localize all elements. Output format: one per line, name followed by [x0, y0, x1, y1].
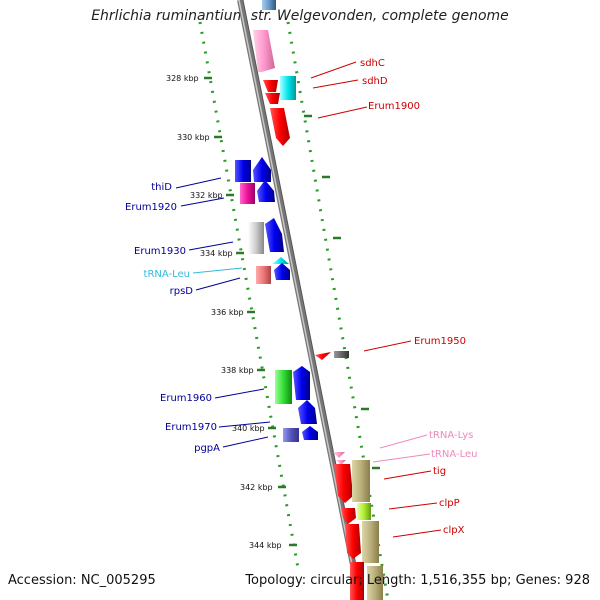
gene-label-sdhd[interactable]: sdhD — [362, 76, 388, 87]
feature-rpsd-a — [256, 266, 271, 284]
feature-trna-leu — [272, 257, 289, 264]
gene-label-trna-lys[interactable]: tRNA-Lys — [429, 430, 473, 441]
feature-bottom-red — [350, 562, 364, 600]
gene-label-clpp[interactable]: clpP — [439, 498, 460, 509]
gene-label-erum1960[interactable]: Erum1960 — [160, 393, 212, 404]
feature-erum1930-a — [248, 222, 264, 254]
feature-bottom-olive — [367, 566, 383, 600]
feature-pgpa-a — [283, 428, 299, 442]
scale-label-328: 328 kbp — [166, 74, 199, 83]
feature-erum1920-b — [257, 180, 275, 202]
gene-label-sdhc[interactable]: sdhC — [360, 58, 385, 69]
feature-tig — [334, 464, 353, 503]
leader-lines — [175, 61, 442, 538]
feature-erum1930-b — [265, 218, 284, 252]
scale-label-340: 340 kbp — [232, 424, 265, 433]
feature-top-steel — [262, 0, 276, 10]
feature-sdhd — [265, 93, 280, 104]
scale-label-330: 330 kbp — [177, 133, 210, 142]
scale-label-344: 344 kbp — [249, 541, 282, 550]
feature-trna-lys — [333, 452, 345, 458]
scale-ticks — [204, 76, 297, 547]
accession-label: Accession: NC_005295 — [8, 573, 156, 588]
feature-olive-1 — [352, 460, 370, 502]
scale-label-342: 342 kbp — [240, 483, 273, 492]
feature-erum1950-b — [334, 351, 349, 358]
gene-label-erum1920[interactable]: Erum1920 — [125, 202, 177, 213]
gene-features[interactable] — [235, 0, 383, 600]
gene-label-erum1930[interactable]: Erum1930 — [134, 246, 186, 257]
gene-label-pgpa[interactable]: pgpA — [194, 443, 220, 454]
map-title: Ehrlichia ruminantium str. Welgevonden, … — [91, 8, 509, 24]
feature-erum1950-a — [315, 352, 331, 360]
feature-erum1970 — [298, 400, 317, 424]
feature-clpp-lime — [357, 503, 371, 520]
gene-label-rpsd[interactable]: rpsD — [170, 286, 194, 297]
genome-summary-label: Topology: circular; Length: 1,516,355 bp… — [245, 573, 590, 588]
scale-label-336: 336 kbp — [211, 308, 244, 317]
feature-clpx — [345, 524, 361, 559]
feature-cyan — [280, 76, 296, 100]
feature-sdhc — [263, 80, 278, 92]
feature-rpsd-b — [274, 263, 290, 280]
gene-label-trna-leu[interactable]: tRNA-Leu — [144, 269, 190, 280]
feature-trna-leu-2 — [336, 460, 346, 465]
gene-label-clpx[interactable]: clpX — [443, 525, 465, 536]
gene-label-erum1970[interactable]: Erum1970 — [165, 422, 217, 433]
feature-clpp — [341, 508, 356, 524]
feature-thid-b — [253, 157, 271, 182]
gene-label-trna-leu-2[interactable]: tRNA-Leu — [431, 449, 477, 460]
feature-pink — [253, 30, 275, 72]
feature-erum1920-a — [240, 183, 255, 204]
gene-label-erum1950[interactable]: Erum1950 — [414, 336, 466, 347]
scale-label-332: 332 kbp — [190, 191, 223, 200]
gene-label-thid[interactable]: thiD — [151, 182, 172, 193]
feature-olive-2 — [362, 521, 379, 563]
feature-pgpa-b — [302, 426, 318, 440]
feature-erum1960-a — [275, 370, 292, 404]
feature-thid-a — [235, 160, 251, 182]
scale-label-334: 334 kbp — [200, 249, 233, 258]
scale-label-338: 338 kbp — [221, 366, 254, 375]
feature-erum1960-b — [293, 366, 310, 400]
feature-erum1900 — [270, 108, 290, 146]
gene-label-erum1900[interactable]: Erum1900 — [368, 101, 420, 112]
gc-ticks — [304, 114, 380, 470]
gene-label-tig[interactable]: tig — [433, 466, 446, 477]
